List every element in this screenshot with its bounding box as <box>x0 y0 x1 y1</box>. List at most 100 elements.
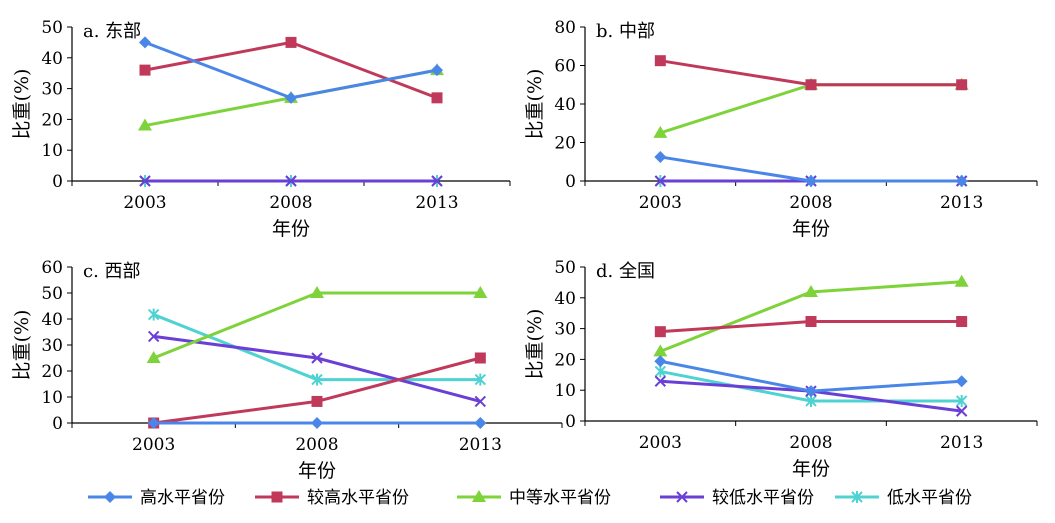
legend-label: 中等水平省份 <box>509 488 611 508</box>
series-0 <box>654 355 968 398</box>
data-point <box>285 91 297 104</box>
x-axis-title: 年份 <box>272 218 310 240</box>
data-point <box>955 405 968 417</box>
data-point <box>474 417 487 429</box>
x-tick-label: 2008 <box>269 193 312 213</box>
y-tick-label: 30 <box>41 336 63 356</box>
y-axis-title: 比重(%) <box>11 69 33 140</box>
legend-marker <box>851 491 863 503</box>
x-axis-title: 年份 <box>792 218 830 240</box>
data-point <box>431 92 443 104</box>
panel-title: c. 西部 <box>83 261 141 282</box>
legend-label: 低水平省份 <box>887 488 972 508</box>
series-0 <box>139 36 443 104</box>
series-4 <box>147 308 487 386</box>
series-line <box>144 40 438 100</box>
y-tick-label: 80 <box>554 18 576 38</box>
series-3 <box>139 175 443 187</box>
y-tick-label: 0 <box>565 172 576 192</box>
data-point <box>147 308 160 321</box>
y-tick-label: 50 <box>554 258 576 278</box>
y-tick-label: 0 <box>52 172 63 192</box>
chart-panel-c: 0 10 20 30 40 50 60 2003 2008 2013 年份 比重(%) c. 西部 <box>11 258 563 482</box>
data-point <box>285 36 297 48</box>
y-tick-label: 0 <box>565 412 576 432</box>
x-tick-label: 2013 <box>459 435 502 455</box>
data-point <box>139 64 151 76</box>
y-tick-label: 10 <box>554 381 576 401</box>
data-point <box>955 375 968 388</box>
series-2 <box>146 286 488 363</box>
legend-marker <box>676 491 688 503</box>
data-point <box>474 352 486 364</box>
y-tick-label: 50 <box>41 284 63 304</box>
data-point <box>310 286 324 298</box>
data-point <box>285 175 297 187</box>
y-tick-label: 10 <box>41 388 63 408</box>
legend-item-4: 低水平省份 <box>835 488 972 508</box>
y-tick-label: 20 <box>41 362 63 382</box>
y-tick-label: 10 <box>41 141 63 161</box>
data-point <box>956 316 968 328</box>
x-tick-label: 2013 <box>940 193 983 213</box>
data-point <box>954 274 969 287</box>
legend-item-1: 较高水平省份 <box>255 488 409 508</box>
series-2 <box>653 274 969 357</box>
series-line <box>153 356 481 425</box>
data-point <box>431 175 443 187</box>
legend-label: 较高水平省份 <box>307 488 409 508</box>
series-line <box>144 40 438 100</box>
x-tick-label: 2008 <box>789 433 832 453</box>
data-point <box>654 326 666 338</box>
legend-marker <box>271 491 283 503</box>
data-point <box>956 79 968 91</box>
data-point <box>139 175 151 187</box>
y-tick-label: 50 <box>41 18 63 38</box>
legend-label: 高水平省份 <box>140 488 225 508</box>
data-point <box>474 395 487 408</box>
data-point <box>473 286 488 298</box>
y-tick-label: 40 <box>554 95 576 115</box>
data-point <box>805 316 817 328</box>
x-tick-label: 2013 <box>940 433 983 453</box>
legend: 高水平省份 较高水平省份 中等水平省份 较低水平省份 低水平省份 <box>88 488 972 508</box>
y-axis-title: 比重(%) <box>11 310 33 381</box>
chart-panel-d: 0 10 20 30 40 50 2003 2008 2013 年份 比重(%) d. 全国 <box>524 258 1038 480</box>
data-point <box>146 351 161 363</box>
data-point <box>139 36 151 49</box>
panel-title: b. 中部 <box>596 21 655 42</box>
data-point <box>654 375 667 387</box>
x-tick-label: 2003 <box>639 193 682 213</box>
data-point <box>147 330 160 343</box>
series-1 <box>654 55 968 91</box>
chart-panel-b: 0 20 40 60 80 2003 2008 2013 年份 比重(%) b. 中部 <box>524 18 1038 240</box>
data-point <box>654 175 667 187</box>
y-axis-title: 比重(%) <box>524 309 546 380</box>
x-axis-title: 年份 <box>298 460 336 482</box>
x-tick-label: 2013 <box>415 193 458 213</box>
data-point <box>805 385 817 398</box>
data-point <box>805 175 817 187</box>
data-point <box>311 373 323 386</box>
series-line <box>153 291 481 360</box>
series-0 <box>147 417 487 429</box>
legend-item-3: 较低水平省份 <box>660 488 814 508</box>
data-point <box>654 55 666 67</box>
x-tick-label: 2003 <box>639 433 682 453</box>
legend-label: 较低水平省份 <box>712 488 814 508</box>
series-line <box>659 83 962 135</box>
y-tick-label: 60 <box>41 258 63 278</box>
x-tick-label: 2003 <box>132 435 175 455</box>
y-tick-label: 30 <box>554 320 576 340</box>
data-point <box>653 125 668 138</box>
legend-marker <box>104 491 116 503</box>
y-axis-title: 比重(%) <box>524 69 546 140</box>
data-point <box>955 394 968 407</box>
data-point <box>311 395 323 407</box>
data-point <box>805 79 817 91</box>
y-tick-label: 0 <box>52 414 63 434</box>
panel-title: d. 全国 <box>596 261 655 282</box>
legend-item-0: 高水平省份 <box>88 488 225 508</box>
y-tick-label: 20 <box>41 110 63 130</box>
series-4 <box>654 365 968 407</box>
